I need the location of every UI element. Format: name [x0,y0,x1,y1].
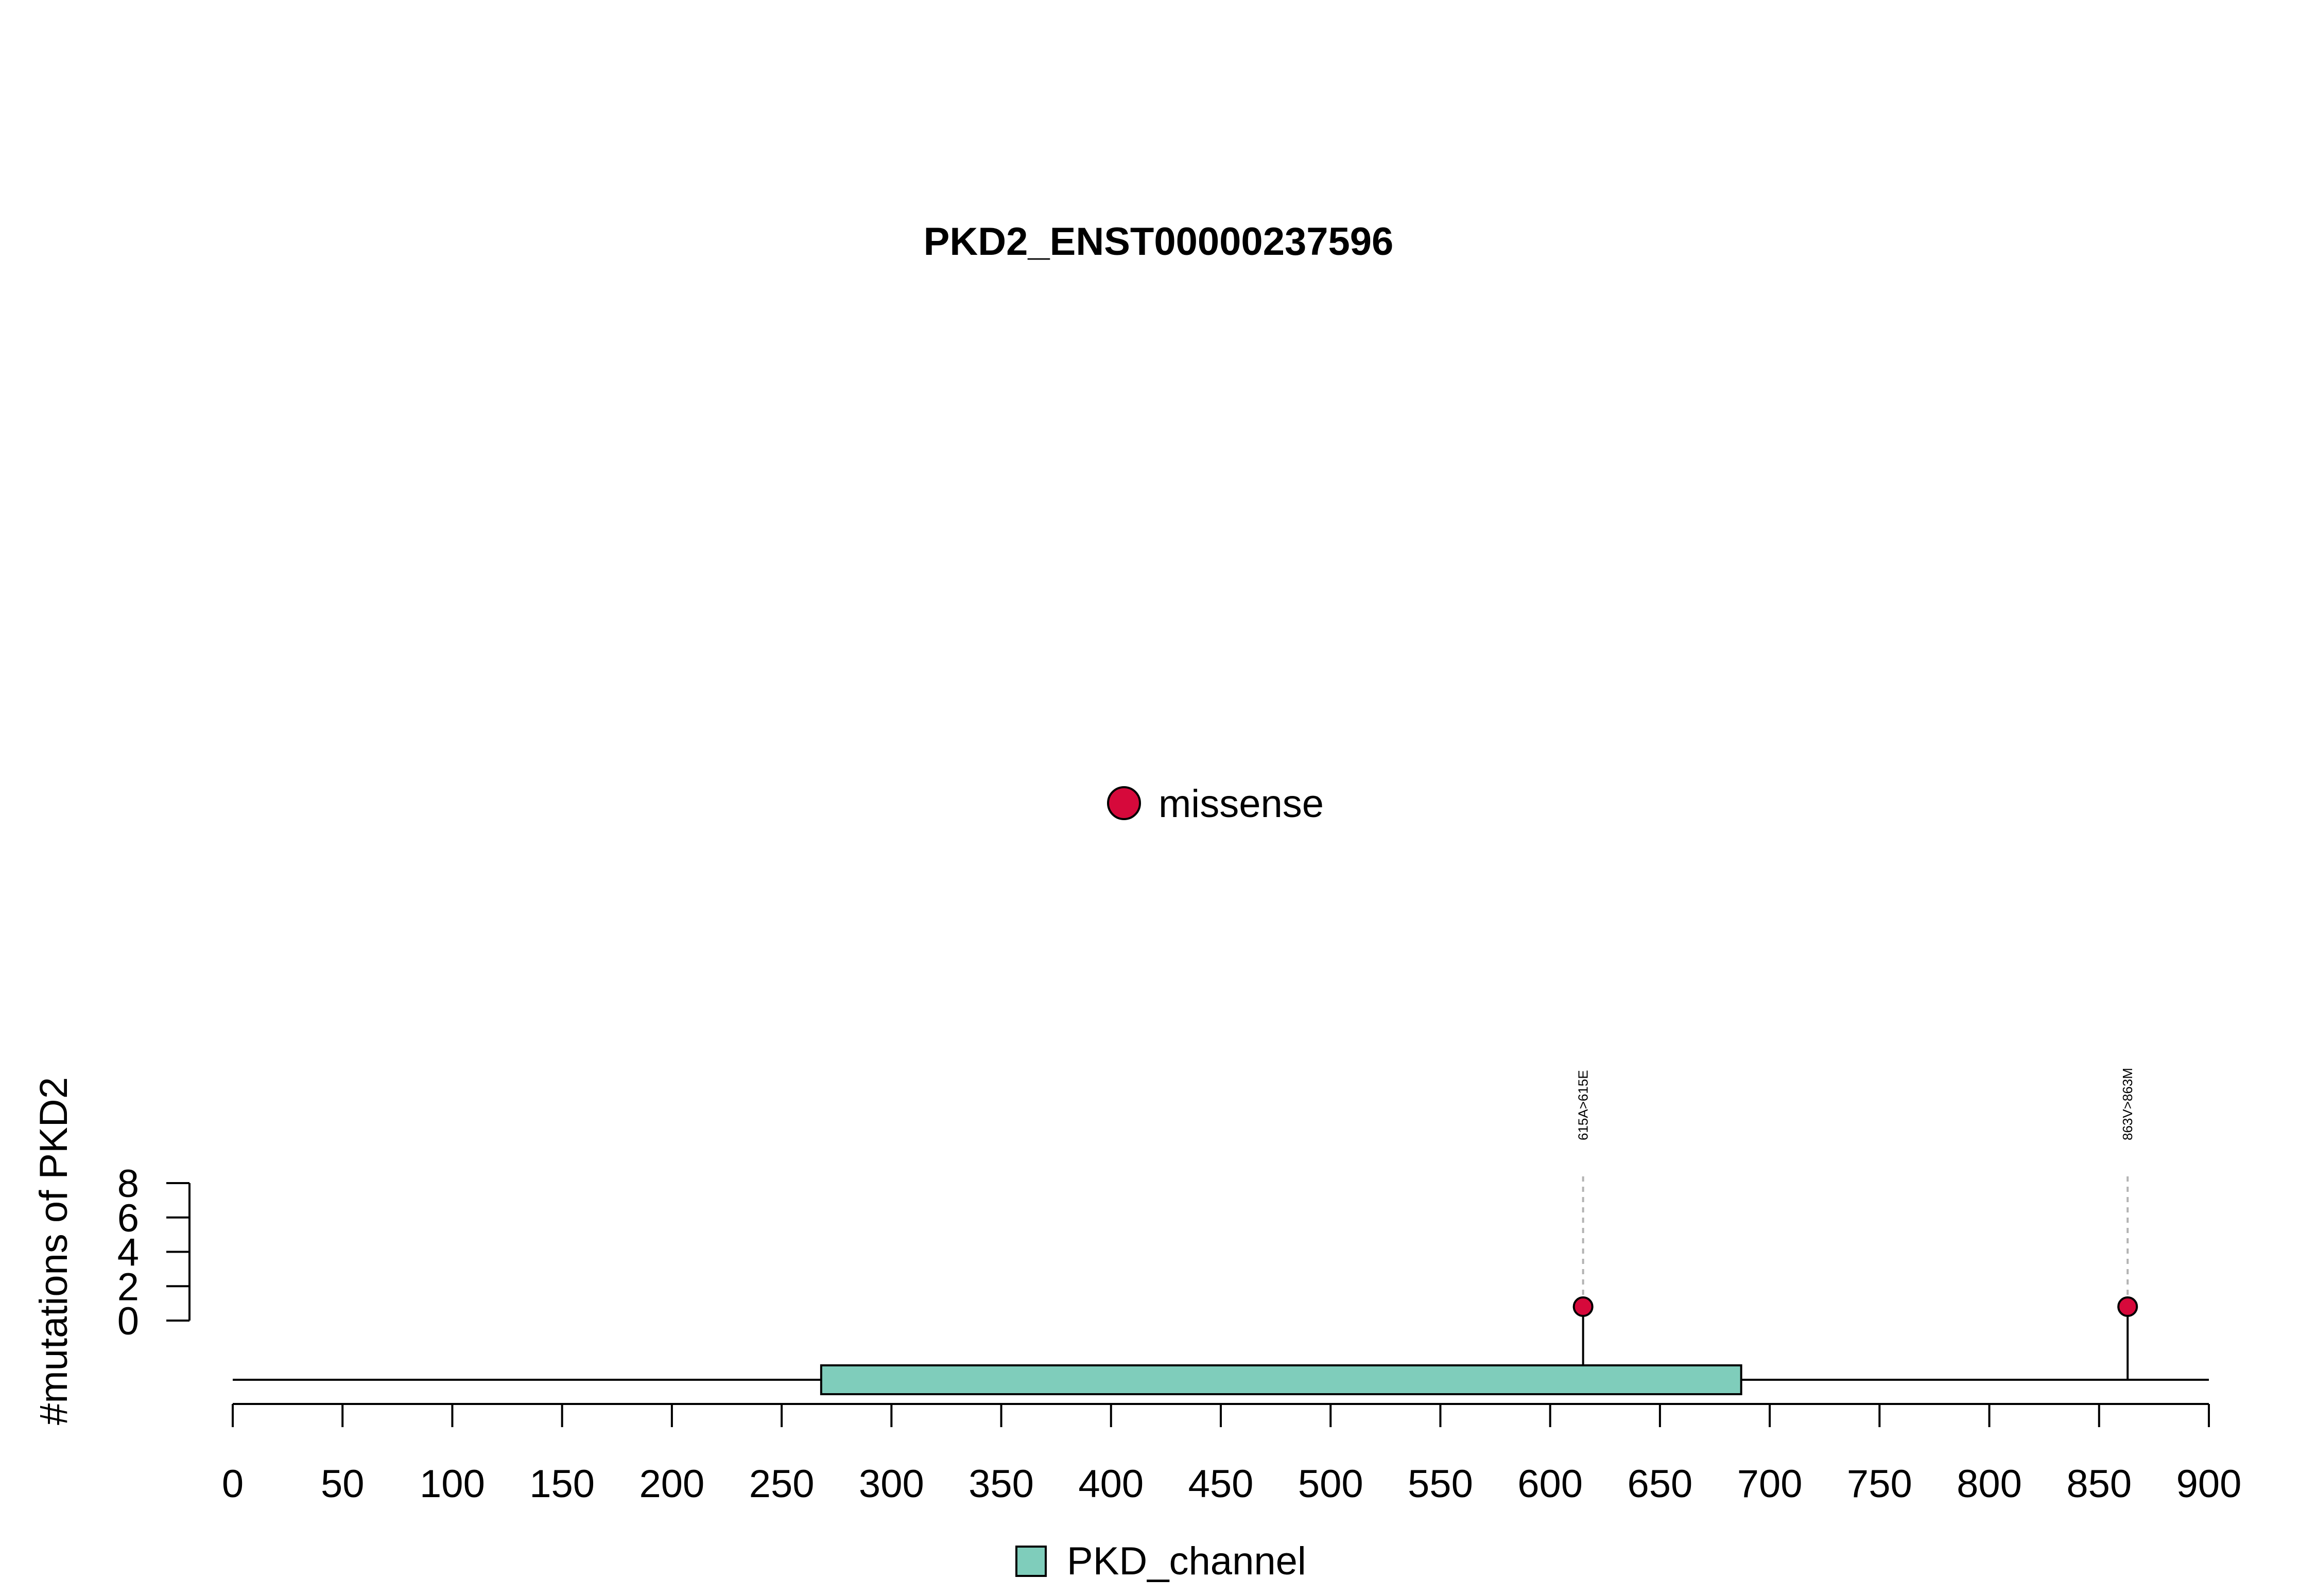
domain-legend: PKD_channel [1015,1539,1306,1583]
y-tick-label: 4 [117,1231,139,1275]
y-axis-title: #mutations of PKD2 [32,1077,76,1425]
x-tick-label: 450 [1188,1462,1254,1506]
y-tick-label: 6 [117,1196,139,1240]
x-axis: 0 50 100 150 200 250 300 350 400 450 500 550 600 650 7… [222,1403,2242,1506]
x-tick-label: 550 [1408,1462,1473,1506]
x-tick-label: 100 [420,1462,485,1506]
x-tick-label: 200 [639,1462,704,1506]
x-tick-label: 500 [1298,1462,1363,1506]
domain-pkd-channel [820,1364,1742,1395]
mutation-stems: 615A>615E 863V>863M [1576,1068,2135,1380]
mutation-legend: missense [1107,782,1324,826]
x-tick-label: 350 [969,1462,1034,1506]
x-tick-label: 900 [2176,1462,2242,1506]
y-tick-label: 0 [117,1299,139,1343]
x-tick-label: 150 [529,1462,595,1506]
x-tick-label: 300 [859,1462,924,1506]
x-tick-label: 700 [1737,1462,1803,1506]
legend-pkd-channel-swatch [1015,1546,1047,1577]
y-tick-label: 2 [117,1265,139,1309]
mutation-label: 615A>615E [1576,1070,1591,1140]
x-tick-label: 750 [1847,1462,1912,1506]
mutation-point [1572,1296,1594,1317]
y-tick-label: 8 [117,1162,139,1206]
x-tick-label: 650 [1627,1462,1692,1506]
x-tick-label: 400 [1078,1462,1144,1506]
legend-pkd-channel-label: PKD_channel [1067,1539,1306,1583]
chart-title: PKD2_ENST00000237596 [924,220,1394,264]
legend-missense-label: missense [1158,782,1324,826]
x-tick-label: 600 [1517,1462,1583,1506]
mutation-points [1572,1296,2138,1317]
x-tick-label: 850 [2066,1462,2132,1506]
x-tick-label: 0 [222,1462,244,1506]
mutation-label: 863V>863M [2120,1068,2135,1140]
x-tick-label: 800 [1957,1462,2022,1506]
mutation-point [2117,1296,2138,1317]
domains [820,1364,1742,1395]
x-tick-label: 50 [321,1462,365,1506]
legend-missense-marker [1107,786,1141,820]
x-tick-label: 250 [749,1462,815,1506]
